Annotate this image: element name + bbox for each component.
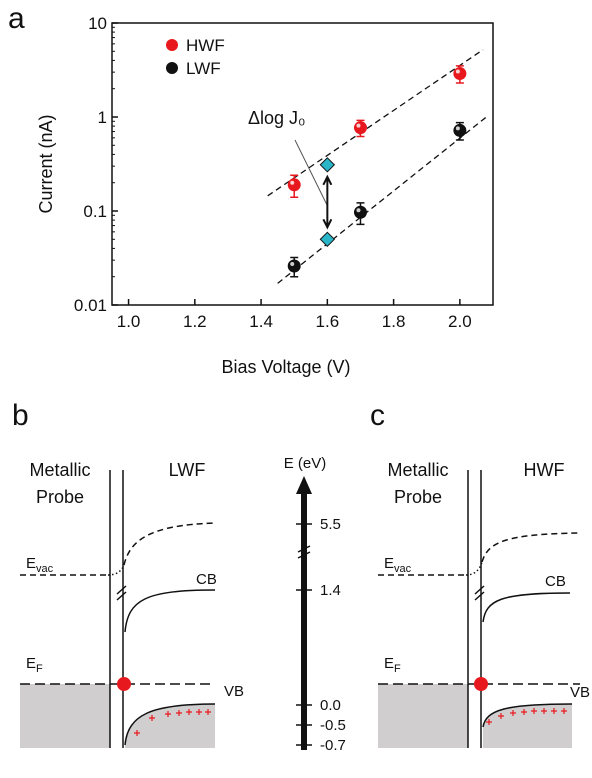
x-tick-label: 1.4 — [249, 312, 273, 331]
energy-tick-label: 0.0 — [320, 697, 341, 714]
energy-axis — [296, 476, 312, 750]
ef-main: E — [26, 655, 36, 672]
energy-axis-title: E (eV) — [284, 455, 327, 472]
ef-sub: F — [36, 663, 43, 675]
evac-label: Evac — [26, 555, 54, 575]
evac-dotted — [465, 561, 483, 576]
sample-label: HWF — [524, 460, 565, 480]
x-tick-label: 2.0 — [448, 312, 472, 331]
evac-sub: vac — [394, 563, 412, 575]
y-tick-label: 0.1 — [83, 202, 107, 221]
probe-label: Probe — [36, 487, 84, 507]
diamond-marker — [319, 157, 336, 173]
energy-axis-arrow — [296, 476, 312, 494]
energy-tick-label: -0.5 — [320, 717, 346, 734]
holes — [486, 708, 567, 725]
y-tick-label: 0.01 — [74, 296, 107, 315]
x-tick-label: 1.8 — [382, 312, 406, 331]
x-tick-label: 1.0 — [117, 312, 141, 331]
diamond-marker — [319, 231, 336, 248]
legend-label: HWF — [186, 36, 225, 55]
vb-fill — [125, 704, 215, 748]
annotation: Δlog J₀ — [248, 108, 306, 128]
vb-label: VB — [224, 683, 244, 700]
panel-label: a — [8, 2, 25, 35]
energy-tick-label: -0.7 — [320, 737, 346, 754]
vb-curve — [482, 703, 573, 728]
annotation-leader — [294, 139, 328, 206]
metal-fill — [378, 684, 468, 748]
point-highlight — [290, 180, 295, 185]
data-point — [287, 178, 301, 192]
holes — [134, 709, 211, 736]
legend-marker — [166, 39, 178, 51]
ef-sub: F — [394, 663, 401, 675]
fermi-dot — [117, 677, 131, 691]
vacuum-curve — [481, 532, 582, 563]
vb-label: VB — [570, 684, 590, 701]
band-diagram-c — [378, 470, 582, 748]
evac-sub: vac — [36, 563, 54, 575]
evac-main: E — [384, 555, 394, 572]
cb-label: CB — [545, 573, 566, 590]
metal-fill — [20, 684, 110, 748]
y-tick-label: 10 — [88, 14, 107, 33]
data-point — [453, 123, 467, 137]
evac-main: E — [26, 555, 36, 572]
y-axis-label: Current (nA) — [36, 114, 56, 213]
point-highlight — [455, 126, 460, 131]
point-highlight — [455, 69, 460, 74]
legend-marker — [166, 62, 178, 74]
x-tick-label: 1.2 — [183, 312, 207, 331]
ef-label: EF — [26, 655, 43, 675]
data-point — [353, 205, 367, 219]
point-highlight — [356, 123, 361, 128]
cb-curve — [124, 589, 216, 633]
cb-label: CB — [196, 571, 217, 588]
vacuum-curve — [123, 522, 216, 566]
vb-fill — [483, 704, 572, 748]
sample-label: LWF — [169, 460, 206, 480]
point-highlight — [290, 261, 295, 266]
vb-curve — [124, 703, 216, 746]
panel-label: b — [12, 399, 29, 432]
probe-label: Metallic — [29, 460, 90, 480]
point-highlight — [356, 208, 361, 213]
data-point — [453, 67, 467, 81]
energy-tick-label: 5.5 — [320, 516, 341, 533]
ef-label: EF — [384, 655, 401, 675]
data-point — [353, 121, 367, 135]
x-tick-label: 1.6 — [316, 312, 340, 331]
probe-label: Metallic — [387, 460, 448, 480]
axis-break — [297, 545, 311, 559]
double-arrow — [322, 174, 333, 230]
panel-label: c — [370, 399, 385, 432]
fit-line — [277, 116, 487, 284]
data-point — [287, 259, 301, 273]
axis-break — [474, 585, 485, 601]
fit-line — [267, 49, 484, 197]
probe-label: Probe — [394, 487, 442, 507]
legend-label: LWF — [186, 59, 221, 78]
y-tick-label: 1 — [98, 108, 107, 127]
axis-break — [116, 585, 127, 601]
x-axis-label: Bias Voltage (V) — [221, 357, 350, 377]
evac-label: Evac — [384, 555, 412, 575]
ef-main: E — [384, 655, 394, 672]
band-diagram-b — [20, 470, 216, 748]
plot-frame — [111, 22, 494, 306]
energy-tick-label: 1.4 — [320, 582, 341, 599]
fermi-dot — [474, 677, 488, 691]
cb-curve — [482, 592, 571, 623]
